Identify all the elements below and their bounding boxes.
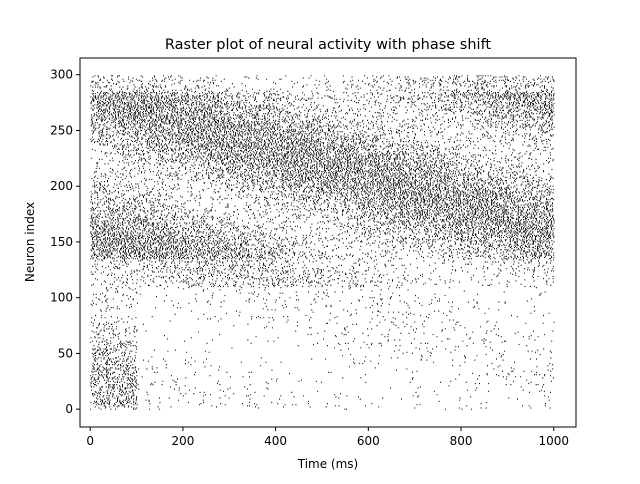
- plot-frame: [79, 57, 577, 428]
- y-tick-label: 0: [65, 402, 73, 416]
- x-tick-label: 200: [171, 434, 194, 448]
- x-tick-label: 800: [450, 434, 473, 448]
- y-tick-label: 250: [50, 123, 73, 137]
- x-tick-label: 0: [86, 434, 94, 448]
- x-tick-label: 1000: [538, 434, 569, 448]
- x-axis: 0 200 400 600 800 1000: [86, 427, 569, 448]
- y-tick-label: 150: [50, 235, 73, 249]
- y-axis-label: Neuron index: [23, 202, 37, 282]
- chart-title: Raster plot of neural activity with phas…: [165, 37, 492, 53]
- spike-marks: [90, 75, 555, 410]
- y-axis: 0 50 100 150 200 250 300: [50, 68, 80, 416]
- x-axis-label: Time (ms): [297, 457, 359, 471]
- y-tick-label: 100: [50, 291, 73, 305]
- spike-layer: [90, 75, 555, 410]
- x-tick-label: 400: [264, 434, 287, 448]
- y-tick-label: 200: [50, 179, 73, 193]
- y-tick-label: 300: [50, 68, 73, 82]
- y-tick-label: 50: [58, 346, 73, 360]
- x-tick-label: 600: [357, 434, 380, 448]
